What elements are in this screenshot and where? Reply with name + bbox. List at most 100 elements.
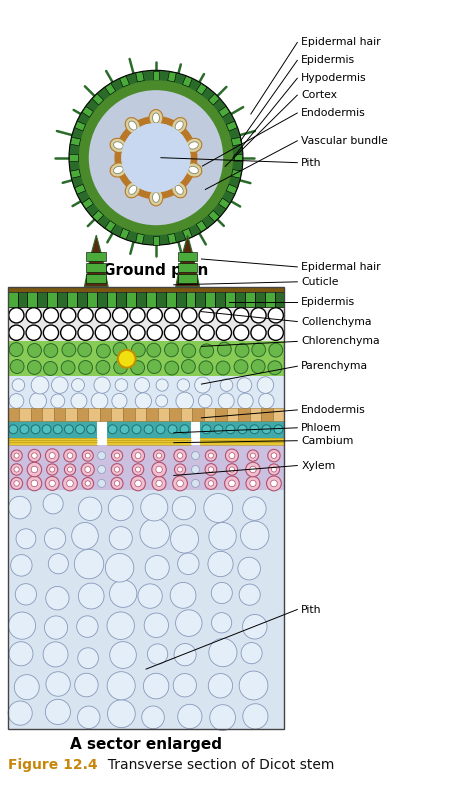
Circle shape bbox=[46, 464, 58, 475]
Polygon shape bbox=[196, 220, 207, 232]
Circle shape bbox=[268, 308, 283, 323]
Polygon shape bbox=[75, 185, 86, 194]
Circle shape bbox=[178, 467, 182, 472]
Circle shape bbox=[226, 449, 238, 462]
Circle shape bbox=[78, 648, 99, 669]
Circle shape bbox=[94, 377, 110, 393]
Circle shape bbox=[14, 481, 19, 486]
Text: Pith: Pith bbox=[301, 604, 322, 615]
Circle shape bbox=[64, 425, 73, 434]
Bar bbox=[176, 292, 186, 306]
Polygon shape bbox=[82, 107, 93, 117]
Circle shape bbox=[147, 644, 168, 665]
Circle shape bbox=[251, 308, 266, 323]
Circle shape bbox=[89, 90, 223, 225]
Bar bbox=[65, 408, 77, 421]
Circle shape bbox=[191, 479, 200, 487]
Text: Endodermis: Endodermis bbox=[301, 405, 366, 415]
Circle shape bbox=[114, 116, 198, 199]
Circle shape bbox=[91, 392, 108, 409]
Circle shape bbox=[195, 377, 210, 393]
Circle shape bbox=[177, 379, 190, 392]
Circle shape bbox=[241, 642, 262, 664]
Text: Transverse section of Dicot stem: Transverse section of Dicot stem bbox=[99, 759, 334, 772]
Circle shape bbox=[27, 462, 42, 477]
Circle shape bbox=[118, 349, 136, 368]
Circle shape bbox=[268, 361, 282, 375]
Circle shape bbox=[11, 450, 22, 461]
Circle shape bbox=[268, 450, 280, 462]
Circle shape bbox=[262, 425, 271, 434]
Bar bbox=[8, 490, 284, 728]
Circle shape bbox=[9, 612, 36, 639]
Bar bbox=[227, 408, 238, 421]
Bar bbox=[31, 408, 42, 421]
Bar bbox=[156, 292, 166, 306]
Circle shape bbox=[191, 466, 200, 474]
Circle shape bbox=[140, 518, 170, 548]
Circle shape bbox=[199, 361, 213, 375]
Circle shape bbox=[229, 453, 235, 458]
Bar bbox=[111, 408, 123, 421]
Circle shape bbox=[173, 476, 187, 491]
Ellipse shape bbox=[172, 181, 187, 197]
Circle shape bbox=[111, 450, 123, 461]
Polygon shape bbox=[176, 235, 200, 287]
Circle shape bbox=[152, 462, 166, 477]
Circle shape bbox=[109, 580, 137, 607]
Circle shape bbox=[98, 466, 106, 474]
Circle shape bbox=[46, 700, 71, 724]
Circle shape bbox=[234, 360, 248, 373]
Circle shape bbox=[208, 552, 233, 576]
Circle shape bbox=[237, 393, 253, 409]
Circle shape bbox=[79, 497, 102, 521]
Polygon shape bbox=[196, 84, 207, 95]
Bar bbox=[274, 292, 284, 306]
Circle shape bbox=[208, 673, 233, 698]
Bar bbox=[89, 408, 100, 421]
Circle shape bbox=[209, 638, 237, 667]
Text: Epidermal hair: Epidermal hair bbox=[301, 37, 381, 48]
Circle shape bbox=[147, 308, 162, 323]
Circle shape bbox=[98, 451, 106, 459]
Circle shape bbox=[200, 344, 214, 358]
Ellipse shape bbox=[125, 181, 140, 197]
Circle shape bbox=[12, 379, 25, 392]
Circle shape bbox=[108, 700, 135, 728]
Circle shape bbox=[239, 584, 260, 605]
Bar bbox=[8, 438, 97, 445]
Ellipse shape bbox=[175, 121, 183, 130]
Circle shape bbox=[208, 466, 214, 472]
Circle shape bbox=[10, 555, 32, 576]
Circle shape bbox=[112, 325, 128, 341]
Circle shape bbox=[44, 344, 58, 357]
Bar bbox=[87, 292, 97, 306]
Circle shape bbox=[243, 704, 268, 729]
Circle shape bbox=[239, 671, 268, 700]
Circle shape bbox=[173, 673, 196, 697]
Circle shape bbox=[26, 308, 41, 323]
Circle shape bbox=[112, 308, 128, 323]
Circle shape bbox=[31, 377, 49, 394]
Polygon shape bbox=[234, 154, 242, 161]
Circle shape bbox=[77, 616, 98, 638]
Circle shape bbox=[176, 392, 193, 410]
Circle shape bbox=[115, 453, 119, 458]
Circle shape bbox=[108, 425, 117, 434]
Bar bbox=[8, 377, 284, 408]
Circle shape bbox=[112, 393, 127, 408]
Bar bbox=[8, 287, 284, 728]
Circle shape bbox=[234, 325, 249, 341]
Circle shape bbox=[268, 464, 280, 475]
Circle shape bbox=[131, 361, 145, 375]
Circle shape bbox=[48, 553, 68, 574]
Circle shape bbox=[147, 325, 162, 341]
Text: Cortex: Cortex bbox=[301, 90, 337, 100]
Circle shape bbox=[78, 343, 91, 357]
Circle shape bbox=[225, 476, 239, 491]
Circle shape bbox=[43, 308, 59, 323]
Bar bbox=[201, 421, 284, 438]
Circle shape bbox=[45, 477, 59, 490]
Ellipse shape bbox=[185, 139, 202, 153]
Circle shape bbox=[114, 466, 119, 472]
